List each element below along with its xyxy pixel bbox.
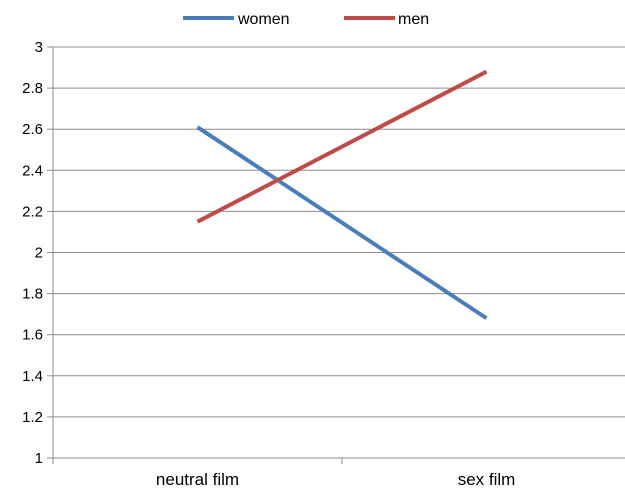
series-line-men xyxy=(196,69,488,224)
legend-label-men: men xyxy=(398,11,429,28)
legend-label-women: women xyxy=(237,11,290,28)
x-tick-label: sex film xyxy=(458,470,516,489)
legend: women men xyxy=(183,11,429,28)
x-tick-label: neutral film xyxy=(156,470,239,489)
y-tick-label: 2.8 xyxy=(22,80,43,97)
y-tick-label: 1.6 xyxy=(22,327,43,344)
series-lines xyxy=(196,69,488,320)
series-line-women xyxy=(196,125,488,320)
x-axis xyxy=(52,47,625,464)
y-tick-label: 2.2 xyxy=(22,203,43,220)
gridlines xyxy=(47,46,625,459)
y-tick-label: 1.4 xyxy=(22,368,43,385)
y-tick-label: 1 xyxy=(35,450,43,467)
y-axis-tick-labels: 1 1.2 1.4 1.6 1.8 2 2.2 2.4 2.6 2.8 3 xyxy=(22,39,43,467)
y-tick-label: 2 xyxy=(35,245,43,262)
y-tick-label: 3 xyxy=(35,39,43,56)
y-tick-label: 1.8 xyxy=(22,286,43,303)
y-tick-label: 1.2 xyxy=(22,409,43,426)
y-tick-label: 2.6 xyxy=(22,121,43,138)
y-tick-label: 2.4 xyxy=(22,162,43,179)
x-axis-tick-labels: neutral film sex film xyxy=(156,470,515,489)
